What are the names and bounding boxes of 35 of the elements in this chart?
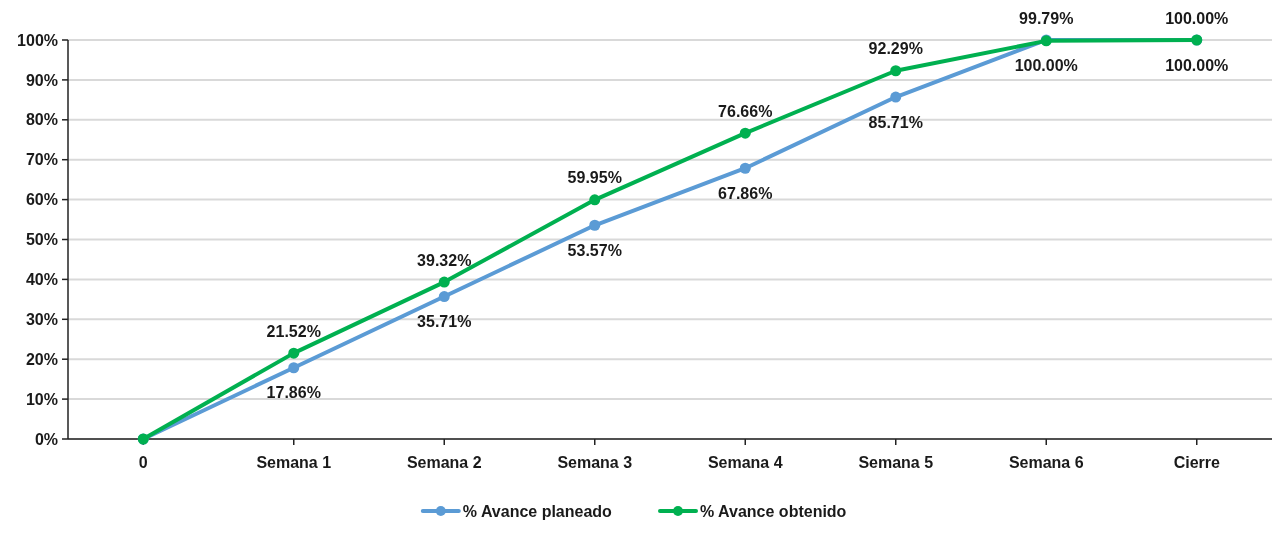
data-label: 76.66% <box>718 102 773 120</box>
x-tick-label: Semana 5 <box>858 453 934 471</box>
y-tick-label: 20% <box>25 350 58 368</box>
y-tick-label: 0% <box>34 430 58 448</box>
data-label: 100.00% <box>1165 56 1229 74</box>
y-tick-label: 10% <box>25 390 58 408</box>
data-label: 17.86% <box>266 384 321 402</box>
legend-label: % Avance planeado <box>462 502 613 520</box>
x-tick-label: Semana 3 <box>557 453 633 471</box>
data-label: 53.57% <box>567 241 622 259</box>
x-tick-label: Semana 1 <box>256 453 332 471</box>
data-label: 59.95% <box>567 169 622 187</box>
y-tick-label: 50% <box>25 231 58 249</box>
data-label: 35.71% <box>417 313 472 331</box>
data-label: 67.86% <box>718 184 773 202</box>
y-tick-label: 30% <box>25 310 58 328</box>
y-tick-label: 100% <box>17 31 58 49</box>
data-label: 100.00% <box>1014 56 1078 74</box>
data-label: 99.79% <box>1019 10 1074 28</box>
x-tick-label: Semana 6 <box>1008 453 1084 471</box>
data-label: 100.00% <box>1165 9 1229 27</box>
data-label: 39.32% <box>417 251 472 269</box>
y-tick-label: 60% <box>25 191 58 209</box>
x-tick-label: Semana 2 <box>406 453 482 471</box>
x-tick-label: Semana 4 <box>707 453 783 471</box>
y-tick-label: 70% <box>25 151 58 169</box>
x-tick-label: 0 <box>138 453 148 471</box>
y-tick-label: 40% <box>25 271 58 288</box>
data-label: 21.52% <box>266 322 321 340</box>
data-label: 85.71% <box>868 113 923 131</box>
x-tick-label: Cierre <box>1173 453 1220 471</box>
y-tick-label: 80% <box>25 111 58 129</box>
legend-label: % Avance obtenido <box>700 502 847 520</box>
data-label: 92.29% <box>868 40 923 58</box>
y-tick-label: 90% <box>25 71 58 89</box>
